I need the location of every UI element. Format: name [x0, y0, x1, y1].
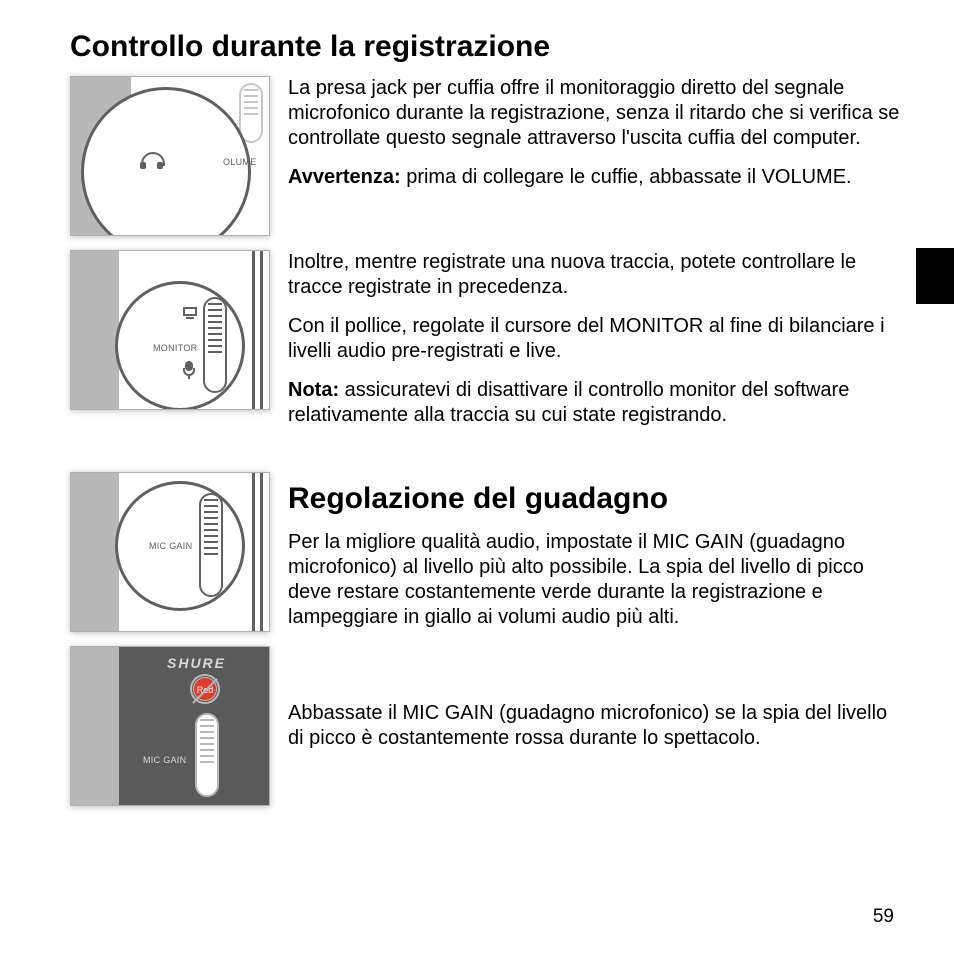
- row-s1-a: OLUME La presa jack per cuffia offre il …: [70, 76, 904, 236]
- monitor-screen-icon: [183, 307, 197, 319]
- row-s2-a: MIC GAIN Regolazione del guadagno Per la…: [70, 472, 904, 632]
- note-text: assicuratevi di disattivare il controllo…: [288, 379, 849, 426]
- figure-mic-gain: MIC GAIN: [70, 472, 270, 632]
- figure3-micgain-label: MIC GAIN: [149, 541, 192, 551]
- page-edge-tab: [916, 248, 954, 304]
- section1-note: Nota: assicuratevi di disattivare il con…: [288, 378, 904, 428]
- row-s2-b: SHURE Red MIC GAIN Abbassate il MIC GAIN…: [70, 646, 904, 806]
- microphone-icon: [183, 361, 195, 377]
- page-number: 59: [873, 906, 894, 928]
- headphones-icon: [141, 152, 161, 168]
- section2-p1: Per la migliore qualità audio, impostate…: [288, 530, 904, 630]
- figure2-monitor-label: MONITOR: [153, 343, 197, 353]
- figure-volume-dial: OLUME: [70, 76, 270, 236]
- section1-p4: Con il pollice, regolate il cursore del …: [288, 314, 904, 364]
- note-label: Nota:: [288, 379, 339, 401]
- row-s1-b: MONITOR Inoltre, mentre registrate una n…: [70, 250, 904, 428]
- figure4-micgain-label: MIC GAIN: [143, 755, 186, 765]
- section2-heading: Regolazione del guadagno: [288, 480, 904, 518]
- figure-mic-gain-red: SHURE Red MIC GAIN: [70, 646, 270, 806]
- section1-warning: Avvertenza: prima di collegare le cuffie…: [288, 165, 904, 190]
- section2-p2: Abbassate il MIC GAIN (guadagno microfon…: [288, 701, 904, 751]
- section1-p3: Inoltre, mentre registrate una nuova tra…: [288, 250, 904, 300]
- section1-p1: La presa jack per cuffia offre il monito…: [288, 76, 904, 151]
- section1-heading: Controllo durante la registrazione: [70, 30, 904, 64]
- figure-monitor-slider: MONITOR: [70, 250, 270, 410]
- figure1-volume-label: OLUME: [223, 157, 257, 167]
- warning-text: prima di collegare le cuffie, abbassate …: [401, 166, 852, 188]
- figure4-brand-label: SHURE: [167, 655, 226, 671]
- warning-label: Avvertenza:: [288, 166, 401, 188]
- prohibit-icon: [190, 674, 220, 704]
